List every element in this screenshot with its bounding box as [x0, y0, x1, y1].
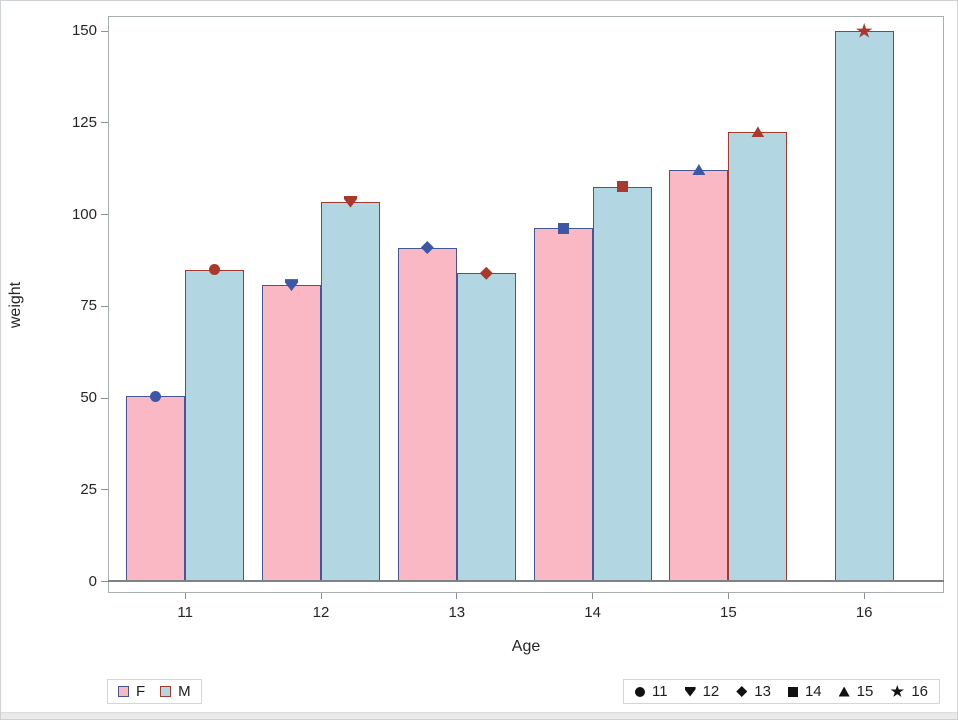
- y-axis-tick-label: 50: [80, 389, 97, 406]
- age-legend-label: 11: [651, 683, 668, 700]
- sex-legend-entry: M: [160, 684, 191, 699]
- bar-M-14: [592, 186, 652, 582]
- bar-M-11: [185, 269, 245, 582]
- circle-icon: [634, 686, 645, 697]
- x-axis-tick: [863, 593, 865, 599]
- bar-F-13: [397, 247, 457, 582]
- y-axis-tick-label: 100: [71, 205, 97, 223]
- diamond-marker-F-13: [420, 241, 434, 255]
- x-axis-tick-label: 16: [855, 604, 873, 621]
- triangle-down-icon: [684, 686, 696, 697]
- diamond-icon: [736, 686, 748, 697]
- bar-M-12: [321, 201, 380, 582]
- x-axis-tick: [184, 593, 186, 599]
- y-axis-tick: [101, 397, 108, 399]
- triangle-up-marker-M-15: [751, 126, 765, 138]
- age-legend-label: 13: [754, 683, 771, 700]
- circle-marker-F-11: [150, 390, 162, 402]
- age-legend-entry: 12: [684, 683, 720, 700]
- age-legend-label: 14: [804, 683, 822, 700]
- square-marker-M-14: [616, 181, 628, 193]
- age-legend-label: 15: [856, 683, 874, 700]
- age-legend-label: 12: [702, 683, 720, 700]
- age-marker-legend: 11 12 13 14 15 16: [622, 679, 940, 704]
- x-axis-tick: [456, 593, 458, 599]
- legend-swatch-F: [118, 686, 129, 697]
- x-axis-tick-label: 12: [312, 604, 330, 621]
- star-icon: [890, 685, 905, 697]
- bar-F-12: [262, 285, 321, 582]
- y-axis-tick-label: 75: [80, 297, 97, 315]
- square-marker-F-14: [557, 222, 569, 234]
- y-axis-tick: [101, 30, 108, 32]
- square-icon: [787, 686, 798, 697]
- sex-legend-label: M: [178, 683, 191, 700]
- y-axis-tick-label: 150: [71, 22, 97, 39]
- y-axis-tick: [101, 122, 108, 124]
- age-legend-entry: 11: [634, 683, 668, 700]
- x-axis-line: [108, 580, 944, 582]
- bar-M-16: [834, 31, 894, 582]
- y-axis-tick: [101, 305, 108, 307]
- triangle-up-icon: [838, 686, 850, 697]
- bar-F-11: [126, 396, 186, 582]
- age-legend-entry: 14: [787, 683, 822, 700]
- triangle-up-marker-F-15: [692, 164, 706, 176]
- age-legend-entry: 13: [736, 684, 771, 699]
- y-axis-tick-label: 25: [80, 480, 97, 498]
- bottom-border-strip: [1, 712, 957, 719]
- x-axis-tick-label: 11: [177, 604, 193, 621]
- circle-marker-M-11: [209, 264, 221, 276]
- plot-area: [108, 16, 944, 593]
- y-axis-tick: [101, 581, 108, 582]
- x-axis-tick-label: 15: [720, 604, 737, 621]
- age-legend-label: 16: [911, 683, 928, 700]
- y-axis-tick-label: 0: [88, 572, 97, 590]
- y-axis-tick: [101, 489, 108, 491]
- y-axis-title: weight: [7, 281, 24, 329]
- x-axis-tick: [320, 593, 322, 599]
- bar-M-15: [728, 131, 788, 582]
- diamond-marker-M-13: [479, 266, 493, 280]
- x-axis-tick-label: 14: [584, 604, 601, 621]
- x-axis-title: Age: [511, 638, 541, 655]
- y-axis-tick: [101, 214, 108, 215]
- sex-legend-entry: F: [118, 684, 145, 699]
- bar-F-14: [533, 228, 593, 582]
- bar-F-15: [669, 169, 729, 582]
- age-legend-entry: 15: [838, 683, 874, 700]
- age-legend-entry: 16: [890, 684, 928, 699]
- sex-legend-label: F: [136, 683, 146, 700]
- x-axis-tick: [727, 593, 729, 599]
- x-axis-tick: [592, 593, 594, 599]
- legend-swatch-M: [160, 686, 172, 697]
- y-axis-tick-label: 125: [71, 113, 97, 131]
- x-axis-tick-label: 13: [448, 604, 466, 621]
- bar-M-13: [456, 273, 516, 582]
